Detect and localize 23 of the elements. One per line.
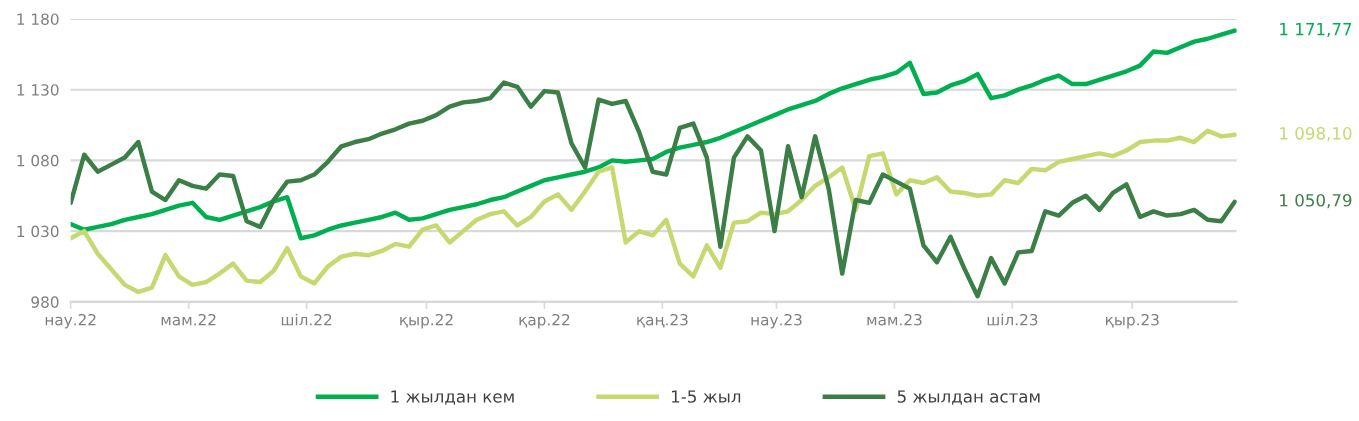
text: 1 050,79	[1280, 193, 1352, 209]
x-tick-label: шіл.23	[987, 313, 1038, 326]
x-tick-label: нау.22	[45, 313, 96, 329]
x-tick-label: мам.22	[161, 313, 216, 326]
legend-label: 5 жылдан астам	[897, 390, 1040, 405]
text: 1 171,77	[1280, 23, 1352, 38]
x-tick-label: шіл.22	[281, 313, 332, 326]
text: 1 098,10	[1280, 127, 1352, 142]
x-tick-label: мам.23	[867, 313, 922, 326]
legend-label: 1 жылдан кем	[391, 390, 514, 405]
line-series	[70, 128, 1237, 295]
y-tick-label: 1 180	[17, 13, 59, 25]
x-tick-label: қар.22	[519, 313, 570, 329]
x-tick-label: қыр.23	[1106, 313, 1159, 329]
y-tick-label: 980	[31, 296, 59, 308]
line-series	[70, 28, 1237, 241]
y-tick-label: 1 130	[17, 84, 59, 96]
x-tick-label: нау.23	[751, 313, 802, 329]
y-tick-label: 1 030	[17, 225, 59, 238]
x-tick-label: қаң.23	[637, 313, 688, 328]
y-tick-label: 1 080	[17, 154, 59, 167]
x-tick-label: қыр.22	[400, 313, 453, 329]
legend-label: 1-5 жыл	[672, 390, 741, 403]
